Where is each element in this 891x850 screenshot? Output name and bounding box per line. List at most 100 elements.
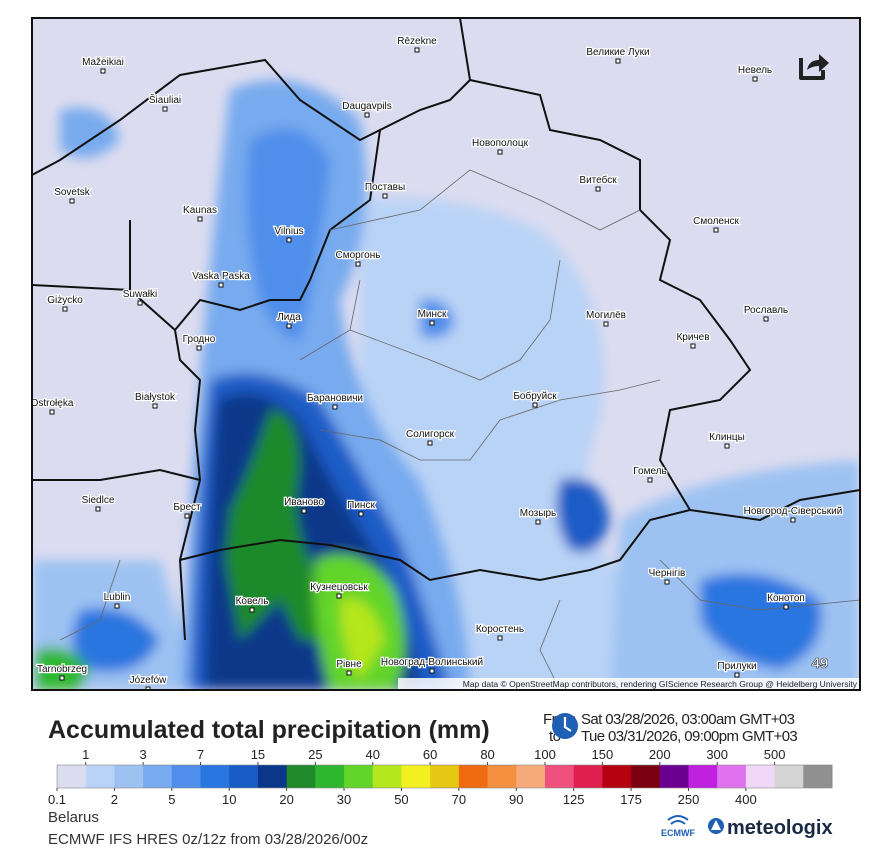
legend-upper-label: 500 — [764, 747, 786, 762]
city-marker — [734, 672, 740, 678]
region-borders — [59, 169, 860, 690]
legend-swatch — [717, 765, 747, 788]
city-marker — [301, 508, 307, 514]
legend-swatch — [315, 765, 345, 788]
city-marker — [137, 300, 143, 306]
city-marker — [783, 604, 789, 610]
legend-swatch — [659, 765, 689, 788]
city-label: Барановичи — [307, 393, 363, 404]
city-label: Гомель — [633, 466, 666, 477]
legend-swatch — [143, 765, 173, 788]
city-label: Солигорск — [406, 429, 455, 440]
city-marker — [603, 321, 609, 327]
city-label: Клинцы — [709, 432, 745, 443]
legend-lower-label: 10 — [222, 792, 236, 807]
city-label: Великие Луки — [586, 47, 649, 58]
city-label: Поставы — [365, 182, 405, 193]
map-frame — [31, 17, 861, 691]
city-marker — [763, 316, 769, 322]
ecmwf-logo: ECMWF — [661, 815, 695, 838]
legend-lower-label: 70 — [452, 792, 466, 807]
city-label: Брест — [173, 502, 201, 513]
city-marker — [427, 440, 433, 446]
city-label: Sovetsk — [54, 187, 91, 198]
legend-lower-label: 400 — [735, 792, 757, 807]
legend-swatch — [516, 765, 546, 788]
city-label: Бобруйск — [513, 390, 557, 402]
legend-upper-label: 40 — [366, 747, 380, 762]
legend-swatch — [573, 765, 603, 788]
legend-swatch — [171, 765, 202, 788]
region: Belarus — [48, 809, 99, 826]
from-date: Sat 03/28/2026, 03:00am GMT+03 — [581, 711, 795, 728]
legend-swatch — [114, 765, 144, 788]
city-label: Сморгонь — [336, 250, 381, 261]
city-label: Vilnius — [274, 226, 303, 237]
city-marker — [664, 579, 670, 585]
legend-swatch — [602, 765, 632, 788]
city-label: Новгород-Сіверський — [744, 506, 843, 517]
legend-lower-label: 125 — [563, 792, 585, 807]
city-label: Новополоцк — [472, 138, 529, 149]
city-marker — [595, 186, 601, 192]
city-label: Siedlce — [82, 495, 115, 506]
legend-swatch — [745, 765, 776, 788]
city-label: Mažeikiai — [82, 57, 124, 68]
model-info: ECMWF IFS HRES 0z/12z from 03/28/2026/00… — [48, 831, 368, 848]
city-marker — [62, 306, 68, 312]
legend-swatch — [372, 765, 402, 788]
share-button[interactable] — [795, 48, 829, 82]
city-label: Ковель — [236, 596, 269, 607]
legend-upper-label: 60 — [423, 747, 437, 762]
city-marker — [336, 593, 342, 599]
city-label: Кузнецовськ — [310, 582, 368, 593]
city-marker — [162, 106, 168, 112]
legend-swatch — [631, 765, 661, 788]
city-marker — [346, 670, 352, 676]
city-marker — [429, 668, 435, 674]
city-label: Рівне — [336, 659, 362, 670]
city-marker — [497, 635, 503, 641]
country-borders — [32, 18, 860, 641]
city-marker — [724, 443, 730, 449]
city-marker — [95, 506, 101, 512]
city-marker — [196, 345, 202, 351]
city-label: Vaska Paska — [192, 271, 250, 282]
city-label: Rēzekne — [397, 36, 437, 47]
city-label: Białystok — [135, 392, 176, 403]
city-label: Прилуки — [717, 661, 756, 672]
city-label: Пинск — [347, 500, 375, 511]
legend-lower-label: 175 — [620, 792, 642, 807]
city-label: Рославль — [744, 305, 788, 316]
city-labels: Rēzekne Великие Луки Mažeikiai Невель Šiauli… — [32, 35, 844, 690]
frame-number: 49 — [812, 655, 829, 672]
legend-lower-label: 250 — [678, 792, 700, 807]
legend-lower-label: 5 — [168, 792, 175, 807]
city-label: Józefów — [130, 675, 167, 686]
legend-swatch — [803, 765, 833, 788]
city-label: Новоград-Волинський — [381, 657, 483, 668]
legend-swatch — [257, 765, 288, 788]
legend-upper-label: 1 — [82, 747, 89, 762]
city-marker — [497, 149, 503, 155]
city-label: Чернігів — [649, 568, 686, 579]
legend-swatch — [286, 765, 316, 788]
ecmwf-text: ECMWF — [661, 828, 695, 838]
city-marker — [358, 511, 364, 517]
city-label: Lublin — [104, 592, 131, 603]
legend-upper-label: 100 — [534, 747, 556, 762]
city-marker — [355, 261, 361, 267]
legend-frame — [56, 764, 833, 789]
attribution: Map data © OpenStreetMap contributors, r… — [463, 679, 858, 689]
city-marker — [615, 58, 621, 64]
legend-upper-label: 7 — [197, 747, 204, 762]
legend-upper-label: 25 — [308, 747, 322, 762]
legend-swatch — [688, 765, 718, 788]
city-marker — [286, 323, 292, 329]
city-label: Смоленск — [693, 216, 739, 227]
clock-icon — [552, 713, 578, 739]
city-label: Кричев — [676, 332, 709, 343]
legend-lower-label: 50 — [394, 792, 408, 807]
city-marker — [690, 343, 696, 349]
